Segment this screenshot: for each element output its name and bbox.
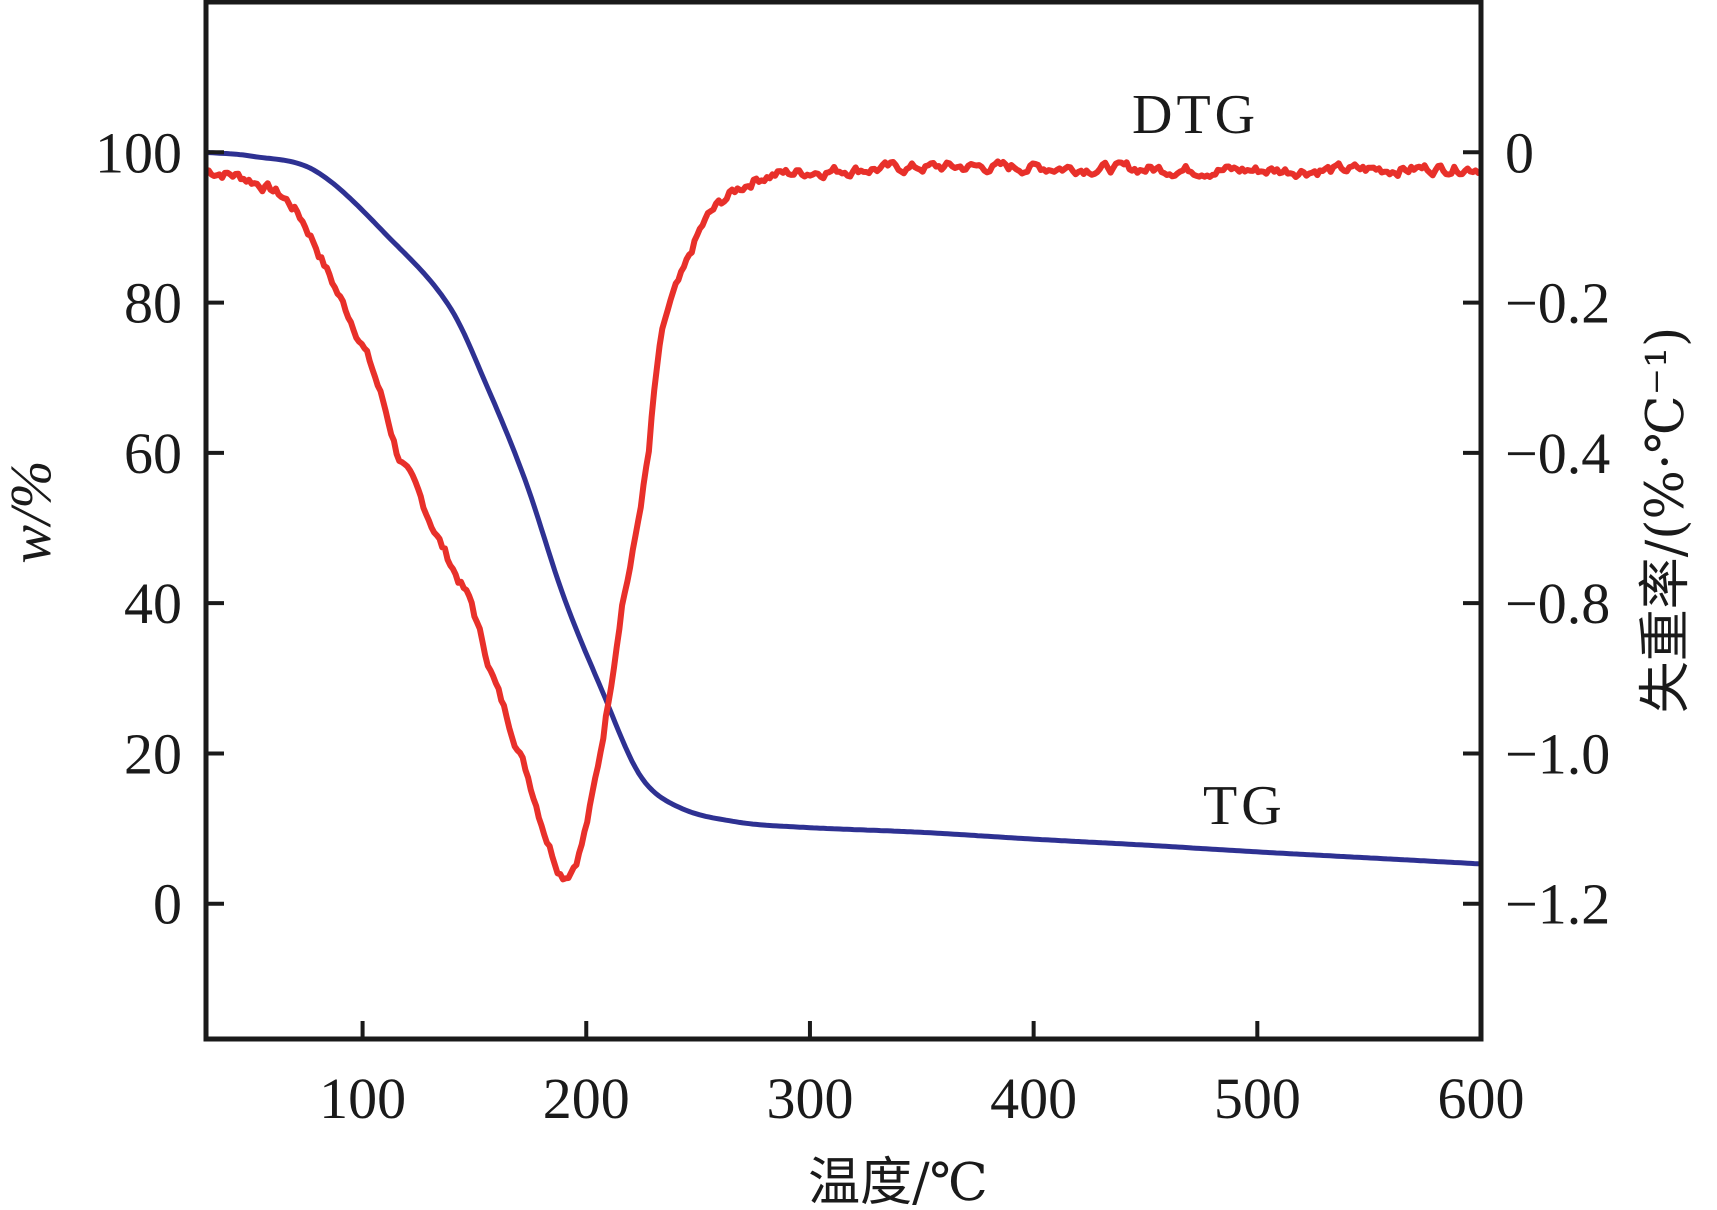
y-left-tick-label: 100 <box>95 120 182 185</box>
y-left-tick-label: 80 <box>124 271 182 336</box>
x-axis-ticks: 100 200 300 400 500 600 <box>319 1021 1525 1131</box>
y-left-tick-label: 0 <box>153 872 182 937</box>
y-left-tick-label: 20 <box>124 721 182 786</box>
plot-frame <box>203 0 1484 1042</box>
y-left-axis-ticks: 100 80 60 40 20 0 <box>95 120 224 937</box>
y-right-tick-label: −1.0 <box>1505 721 1610 786</box>
x-tick-label: 300 <box>766 1066 853 1131</box>
y-right-axis-ticks: 0 −0.2 −0.4 −0.8 −1.0 −1.2 <box>1463 120 1610 937</box>
x-tick-label: 200 <box>543 1066 630 1131</box>
y-left-tick-label: 40 <box>124 571 182 636</box>
y-right-axis-title: 失重率/(%·℃⁻¹) <box>1636 327 1696 714</box>
x-tick-label: 400 <box>990 1066 1077 1131</box>
tg-series-label: TG <box>1203 775 1286 837</box>
x-tick-label: 600 <box>1438 1066 1525 1131</box>
plot-lines <box>205 149 1483 883</box>
dtg-series-line <box>205 158 1483 883</box>
y-left-axis-title: w/% <box>0 460 63 563</box>
x-tick-label: 500 <box>1214 1066 1301 1131</box>
y-right-tick-label: −0.8 <box>1505 571 1610 636</box>
dtg-series-label: DTG <box>1132 84 1259 146</box>
y-left-tick-label: 60 <box>124 421 182 486</box>
y-right-tick-label: 0 <box>1505 120 1534 185</box>
y-right-tick-label: −1.2 <box>1505 872 1610 937</box>
x-axis-title: 温度/℃ <box>808 1153 988 1210</box>
y-right-tick-label: −0.2 <box>1505 271 1610 336</box>
tg-series-line <box>205 149 1482 867</box>
x-tick-label: 100 <box>319 1066 406 1131</box>
y-right-tick-label: −0.4 <box>1505 421 1610 486</box>
